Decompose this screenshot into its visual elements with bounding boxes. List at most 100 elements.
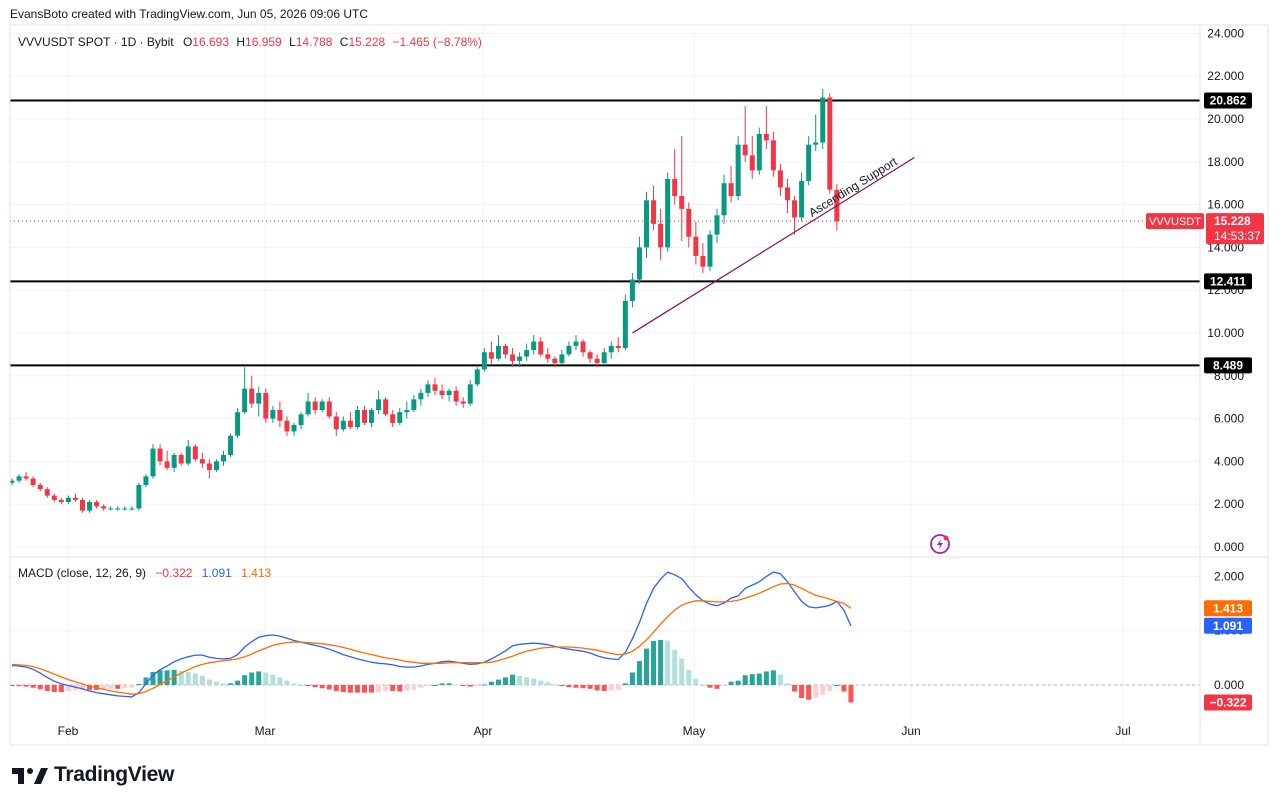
macd-histogram-bar [785, 683, 790, 685]
candle-body [601, 352, 607, 363]
macd-histogram-bar [848, 685, 854, 703]
legend-c-label: C [340, 35, 349, 49]
macd-histogram-bar [601, 685, 607, 691]
horizontal-levels[interactable] [10, 99, 1200, 367]
macd-histogram-bar [827, 685, 833, 691]
tradingview-brand[interactable]: TradingView [12, 763, 174, 787]
macd-histogram-bar [256, 671, 262, 685]
macd-histogram-bar [263, 672, 269, 685]
candle-body [9, 480, 15, 483]
macd-histogram-bar [686, 669, 692, 685]
candle-body [80, 499, 85, 511]
macd-histogram-bar [228, 683, 234, 685]
macd-histogram-bar [122, 685, 128, 689]
level-tag [1204, 92, 1252, 109]
legend-h-label: H [236, 35, 245, 49]
created-by-text: EvansBoto created with TradingView.com, … [10, 7, 368, 21]
legend-close: 15.228 [348, 35, 385, 49]
candle-body [756, 133, 762, 171]
macd-histogram-bar [178, 670, 184, 685]
candle-body [277, 410, 283, 421]
macd-histogram-bar [665, 640, 671, 685]
candle-body [552, 358, 558, 363]
candle-body [376, 399, 382, 411]
macd-histogram-bar [707, 685, 713, 688]
price-tick-label: 20.000 [1207, 112, 1244, 126]
time-tick-label: Apr [474, 724, 493, 738]
macd-histogram-bar [566, 685, 572, 688]
price-tick-label: 0.000 [1214, 540, 1244, 554]
macd-histogram-bar [376, 685, 382, 693]
macd-histogram-bar [270, 674, 276, 685]
price-tick-label: 4.000 [1214, 454, 1244, 468]
candle-body [439, 390, 445, 396]
candle-body [333, 416, 339, 430]
macd-histogram-bar [192, 673, 198, 685]
symbol-tag [1146, 213, 1204, 230]
candle-body [72, 497, 78, 500]
candle-body [249, 388, 255, 404]
candle-body [785, 187, 790, 201]
macd-histogram-bar [432, 685, 438, 686]
macd-histogram-bar [672, 649, 678, 685]
macd-histogram-bar [531, 678, 537, 685]
lightning-icon[interactable] [930, 534, 950, 554]
macd-histogram-bar [763, 671, 769, 685]
macd-histogram-bar [305, 685, 311, 687]
macd-histogram-bar [538, 680, 544, 685]
macd-histogram-bar [622, 683, 628, 685]
candle-body [474, 369, 480, 385]
candle-body [453, 390, 459, 402]
candle-body [580, 341, 586, 353]
macd-histogram-bar [249, 672, 255, 685]
macd-histogram-bar [728, 681, 734, 685]
candle-body [608, 345, 614, 353]
macd-histogram-bar [721, 685, 727, 687]
candle-body [157, 448, 163, 462]
candle-body [340, 420, 346, 430]
candle-body [714, 215, 720, 235]
macd-histogram-bar [742, 675, 748, 685]
candle-body [65, 497, 71, 503]
macd-tag-label: 1.091 [1213, 619, 1243, 633]
candle-body [749, 155, 755, 171]
candle-body [566, 345, 572, 355]
macd-histogram-bar [80, 685, 85, 690]
candle-body [298, 414, 304, 426]
macd-histogram-bar [369, 685, 375, 693]
candle-body [728, 183, 734, 197]
candle-body [622, 300, 628, 348]
macd-histogram-bar [51, 685, 57, 693]
candle-body [206, 463, 212, 470]
time-tick-label: Jun [901, 724, 920, 738]
macd-histogram-bar [87, 685, 93, 690]
macd-histogram-bar [164, 670, 170, 685]
macd-legend-hist: −0.322 [155, 566, 192, 580]
support-line [632, 157, 915, 334]
candle-body [495, 345, 501, 359]
macd-tag [1204, 600, 1252, 617]
level-tag-label: 20.862 [1210, 94, 1247, 108]
macd-tag-label: 1.413 [1213, 601, 1243, 615]
macd-histogram-bar [658, 639, 664, 685]
candle-body [693, 236, 699, 256]
macd-histogram-bar [474, 685, 480, 687]
macd-histogram-bar [460, 685, 466, 686]
macd-histogram-bar [446, 683, 452, 685]
macd-histogram-bar [298, 685, 304, 686]
macd-histogram-bar [37, 685, 43, 690]
candle-body [30, 478, 36, 485]
candle-body [432, 384, 438, 391]
macd-histogram-bar [495, 679, 501, 685]
candle-body [319, 401, 325, 411]
legend-high: 16.959 [245, 35, 282, 49]
macd-histogram-bar [735, 680, 741, 685]
macd-histogram-bar [439, 683, 445, 685]
macd-histogram-bar [213, 681, 219, 685]
candle-body [199, 459, 205, 464]
macd-legend: MACD (close, 12, 26, 9) −0.322 1.091 1.4… [18, 566, 272, 580]
chart-frame [9, 24, 1269, 746]
macd-histogram-bar [108, 685, 114, 689]
legend-open: 16.693 [192, 35, 229, 49]
